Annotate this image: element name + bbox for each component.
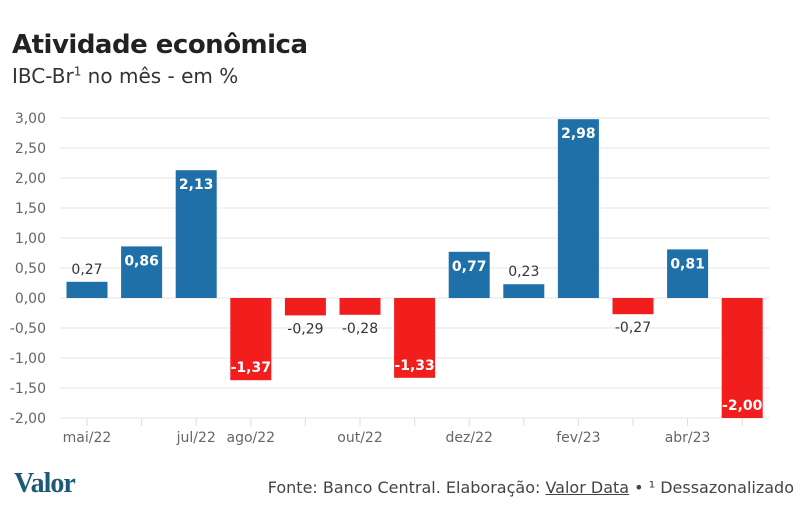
data-label: -1,37 — [231, 360, 271, 376]
data-label: -1,33 — [394, 358, 434, 374]
data-label: 0,27 — [71, 262, 102, 278]
y-tick-label: 1,00 — [15, 231, 46, 247]
x-tick-label: ago/22 — [227, 430, 276, 446]
bar — [284, 298, 326, 316]
data-label: -0,27 — [615, 320, 651, 336]
footer: Fonte: Banco Central. Elaboração: Valor … — [268, 478, 794, 497]
x-tick-label: abr/23 — [665, 430, 711, 446]
x-tick-label: dez/22 — [446, 430, 493, 446]
bar — [339, 298, 381, 315]
bar — [121, 246, 163, 298]
x-tick-label: jul/22 — [176, 430, 216, 446]
y-tick-label: 0,00 — [15, 291, 46, 307]
data-label: 0,77 — [452, 259, 487, 275]
y-tick-label: 2,50 — [15, 141, 46, 157]
bar — [612, 298, 654, 315]
bar — [667, 249, 709, 298]
data-label: 2,13 — [179, 177, 214, 193]
subtitle-sup: 1 — [73, 64, 82, 79]
chart-title: Atividade econômica — [12, 30, 308, 60]
footer-note: • ¹ Dessazonalizado — [629, 478, 794, 497]
data-label: 0,23 — [508, 264, 539, 280]
y-tick-label: 1,50 — [15, 201, 46, 217]
bar — [721, 298, 763, 418]
bar — [448, 251, 490, 298]
x-tick-label: fev/23 — [556, 430, 600, 446]
bar — [230, 298, 272, 381]
y-tick-label: -2,00 — [10, 411, 46, 427]
data-label: -2,00 — [722, 398, 763, 414]
x-tick-label: mai/22 — [63, 430, 112, 446]
data-label: 2,98 — [561, 126, 596, 142]
y-tick-label: 2,00 — [15, 171, 46, 187]
bar — [394, 298, 436, 378]
valor-logo: Valor — [14, 468, 76, 499]
footer-source: Fonte: Banco Central. Elaboração: — [267, 478, 546, 497]
y-tick-label: -0,50 — [10, 321, 46, 337]
y-tick-label: -1,00 — [10, 351, 46, 367]
subtitle-rest: no mês - em % — [81, 64, 239, 88]
bar — [503, 284, 545, 298]
data-label: -0,29 — [287, 321, 323, 337]
valor-data-link[interactable]: Valor Data — [545, 478, 630, 497]
data-label: -0,28 — [342, 321, 378, 337]
y-tick-label: -1,50 — [10, 381, 46, 397]
bar — [175, 170, 217, 298]
x-tick-label: out/22 — [337, 430, 382, 446]
y-tick-label: 0,50 — [15, 261, 46, 277]
data-label: 0,81 — [670, 256, 705, 272]
data-label: 0,86 — [124, 253, 159, 269]
subtitle-main: IBC-Br — [12, 64, 74, 88]
y-tick-label: 3,00 — [15, 111, 46, 127]
bar — [557, 119, 599, 298]
bar — [66, 281, 108, 298]
chart-subtitle: IBC-Br1 no mês - em % — [12, 64, 238, 88]
